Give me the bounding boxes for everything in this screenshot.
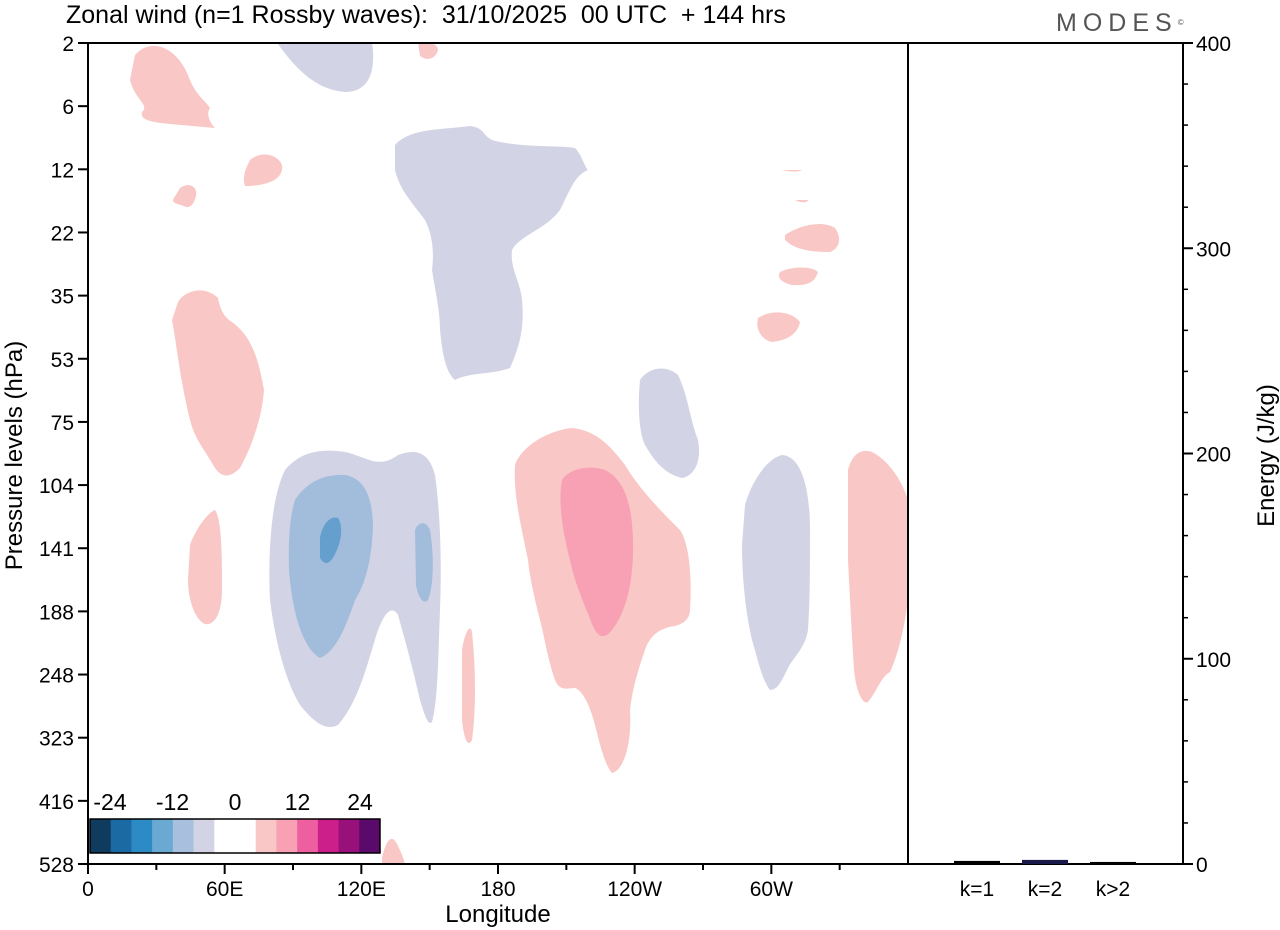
energy-axis-label: Energy (J/kg) — [1253, 384, 1280, 527]
x-axis-label: Longitude — [445, 901, 550, 928]
y-tick-label: 2 — [62, 33, 74, 56]
chart-title: Zonal wind (n=1 Rossby waves): 31/10/202… — [66, 1, 786, 29]
contour-negative — [742, 455, 810, 690]
contour-positive — [785, 224, 840, 252]
energy-tick-label: 300 — [1196, 238, 1231, 261]
colorbar-swatch — [255, 819, 277, 853]
colorbar-swatch — [276, 819, 298, 853]
colorbar: -24 -12 0 12 24 — [89, 789, 381, 854]
colorbar-swatch — [172, 819, 195, 853]
energy-category-label: k=1 — [960, 878, 994, 901]
contour-field — [130, 42, 908, 864]
y-tick-label: 53 — [51, 349, 74, 372]
colorbar-swatch — [338, 819, 360, 853]
colorbar-label: 0 — [229, 789, 242, 815]
contour-positive — [560, 467, 634, 637]
energy-category-label: k=2 — [1028, 878, 1062, 901]
contour-negative — [278, 42, 374, 92]
contour-negative — [288, 474, 373, 658]
contour-positive — [795, 200, 808, 203]
energy-tick-label: 0 — [1196, 854, 1208, 877]
contour-positive — [188, 510, 222, 625]
y-tick-label: 188 — [39, 601, 74, 624]
contour-positive — [243, 154, 283, 186]
contour-negative — [395, 126, 588, 380]
energy-tick-label: 400 — [1196, 33, 1231, 56]
x-tick-label: 0 — [82, 878, 94, 901]
colorbar-label: -12 — [156, 789, 189, 815]
contour-positive — [778, 267, 818, 286]
energy-bar — [954, 860, 1000, 864]
contour-negative — [415, 523, 433, 602]
y-tick-label: 323 — [39, 728, 74, 751]
energy-category-label: k>2 — [1096, 878, 1130, 901]
y-tick-label: 75 — [51, 412, 74, 435]
colorbar-swatch — [131, 819, 153, 853]
logo-mark: © — [1177, 18, 1184, 27]
x-tick-label: 120E — [337, 878, 386, 901]
x-tick-label: 120W — [607, 878, 662, 901]
y-tick-label: 104 — [39, 475, 74, 498]
colorbar-swatch — [193, 819, 215, 853]
x-tick-label: 60E — [206, 878, 243, 901]
energy-bar — [1022, 859, 1068, 864]
colorbar-swatch — [235, 819, 257, 853]
contour-positive — [173, 185, 197, 208]
colorbar-swatch — [317, 819, 340, 853]
colorbar-border — [89, 818, 381, 854]
y-axis-label: Pressure levels (hPa) — [1, 341, 28, 570]
y-tick-label: 6 — [62, 96, 74, 119]
modes-logo: MODES© — [1056, 8, 1184, 38]
colorbar-swatch — [152, 819, 174, 853]
contour-positive — [462, 628, 475, 744]
y-tick-label: 22 — [51, 222, 74, 245]
y-tick-label: 528 — [39, 854, 74, 877]
colorbar-swatch — [110, 819, 132, 853]
x-tick-label: 60W — [750, 878, 793, 901]
energy-bar-chart: 0 100 200 300 400 Energy (J/kg) k=1 k=2 k>2 — [908, 33, 1280, 901]
colorbar-label: 24 — [347, 789, 373, 815]
contour-negative — [320, 517, 342, 564]
energy-tick-label: 200 — [1196, 444, 1231, 467]
y-tick-label: 12 — [51, 159, 74, 182]
x-tick-label: 180 — [480, 878, 515, 901]
colorbar-swatch — [214, 819, 236, 853]
colorbar-swatch — [90, 819, 112, 853]
colorbar-label: -24 — [93, 789, 126, 815]
contour-positive — [172, 290, 264, 476]
logo-text: MODES — [1056, 9, 1178, 37]
colorbar-swatch — [359, 819, 381, 853]
contour-positive — [848, 450, 908, 703]
contour-negative — [638, 368, 700, 478]
y-tick-label: 141 — [39, 538, 74, 561]
colorbar-swatch — [297, 819, 319, 853]
contour-positive — [418, 42, 438, 59]
y-tick-label: 248 — [39, 665, 74, 688]
energy-tick-label: 100 — [1196, 649, 1231, 672]
colorbar-label: 12 — [285, 789, 311, 815]
y-tick-label: 35 — [51, 286, 74, 309]
contour-positive — [130, 45, 215, 128]
energy-bar — [1090, 861, 1136, 864]
contour-positive — [782, 170, 802, 172]
y-tick-label: 416 — [39, 791, 74, 814]
contour-positive — [382, 838, 405, 864]
contour-positive — [757, 312, 800, 342]
